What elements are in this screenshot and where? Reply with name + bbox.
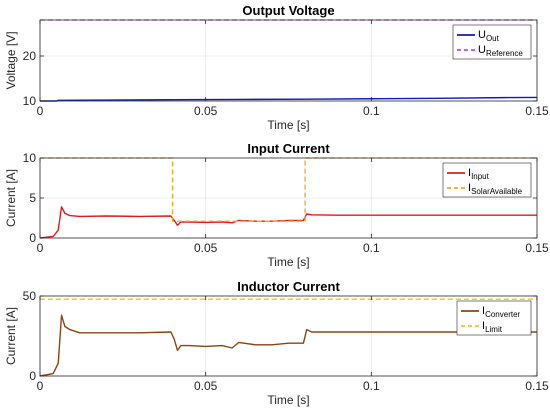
x-tick-label: 0.1 xyxy=(363,241,380,255)
y-tick-label: 50 xyxy=(23,289,37,303)
legend-label-u-out: UOut xyxy=(478,29,500,43)
series-line-u-out xyxy=(40,96,538,102)
y-tick-label: 20 xyxy=(23,49,37,63)
axes-box xyxy=(39,295,538,377)
x-axis-label: Time [s] xyxy=(267,393,309,407)
x-tick-label: 0.1 xyxy=(363,379,380,393)
chart-2-input-current: 0 0.05 0.1 0.15 0 5 10 Input Current Time [s] Cur… xyxy=(4,141,549,269)
y-tick-label: 5 xyxy=(29,191,36,205)
legend-label-i-input: IInput xyxy=(468,167,490,181)
x-tick-label: 0 xyxy=(37,241,44,255)
axes-box xyxy=(39,19,538,102)
chart-3-inductor-current: 0 0.05 0.1 0.15 0 50 Inductor Current Time [s] C… xyxy=(4,279,549,407)
legend-box xyxy=(456,300,532,336)
x-tick-label: 0.15 xyxy=(525,241,549,255)
plot-area xyxy=(40,296,537,376)
legend-box xyxy=(452,24,532,60)
x-tick-label: 0 xyxy=(37,379,44,393)
chart-title: Output Voltage xyxy=(242,3,334,18)
x-tick-label: 0.15 xyxy=(525,104,549,118)
y-tick-label: 0 xyxy=(29,369,36,383)
x-tick-label: 0.05 xyxy=(194,241,218,255)
chart-1-output-voltage: 0 0.05 0.1 0.15 10 20 Output Voltage Time [s] Vo… xyxy=(4,3,549,132)
chart-title: Inductor Current xyxy=(237,279,340,294)
y-axis-label: Voltage [V] xyxy=(4,31,18,89)
x-tick-label: 0 xyxy=(37,104,44,118)
legend-box xyxy=(442,162,532,198)
series-line-i-input xyxy=(39,206,537,239)
legend-label-i-converter: IConverter xyxy=(482,305,521,319)
legend-label-u-reference: UReference xyxy=(478,44,523,58)
series-line-i-converter xyxy=(39,314,537,377)
x-tick-label: 0.05 xyxy=(194,379,218,393)
legend-label-i-solaravailable: ISolarAvailable xyxy=(468,182,523,196)
legend-label-i-limit: ILimit xyxy=(482,320,503,334)
x-tick-label: 0.1 xyxy=(363,104,380,118)
chart-title: Input Current xyxy=(247,141,330,156)
y-tick-label: 0 xyxy=(29,231,36,245)
x-tick-label: 0.15 xyxy=(525,379,549,393)
y-tick-label: 10 xyxy=(23,94,37,108)
x-axis-label: Time [s] xyxy=(267,118,309,132)
x-tick-label: 0.05 xyxy=(194,104,218,118)
x-axis-label: Time [s] xyxy=(267,255,309,269)
y-tick-label: 10 xyxy=(23,151,37,165)
y-axis-label: Current [A] xyxy=(4,169,18,227)
y-axis-label: Current [A] xyxy=(4,307,18,365)
